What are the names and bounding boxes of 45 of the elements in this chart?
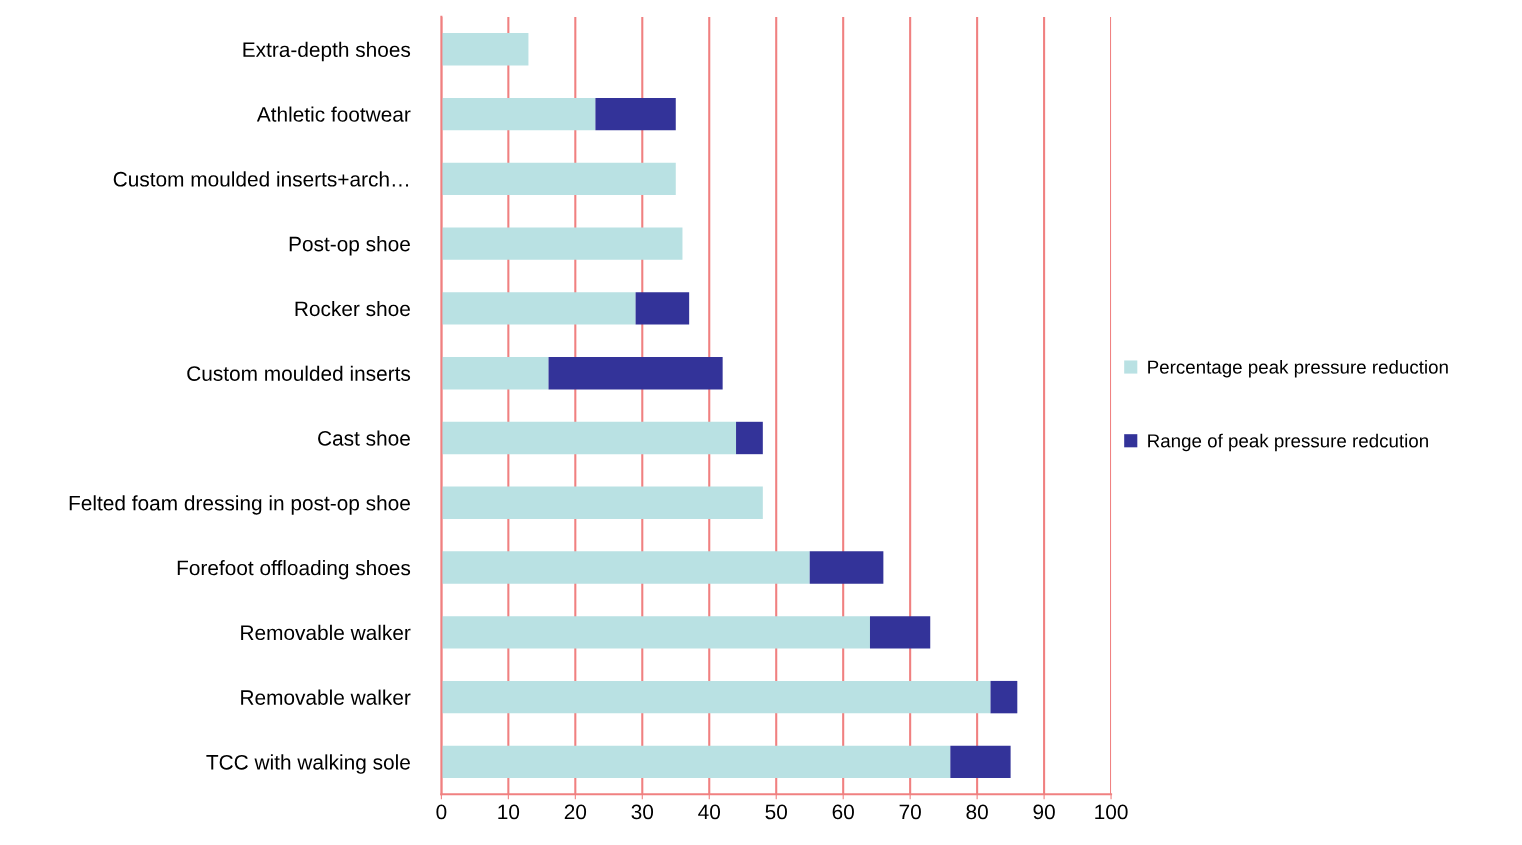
x-tick-label: 70 xyxy=(899,804,921,820)
bar xyxy=(950,745,1011,779)
x-tick-label: 10 xyxy=(498,804,520,820)
x-tick-label: 50 xyxy=(765,804,787,820)
bar xyxy=(441,680,991,714)
y-tick-label: Post-op shoe xyxy=(289,236,410,256)
y-tick-label: Forefoot offloading shoes xyxy=(177,560,411,580)
y-tick-label: Extra-depth shoes xyxy=(243,41,411,62)
x-tick-label: 0 xyxy=(436,804,447,820)
y-tick-label: Custom moulded inserts+arch… xyxy=(113,171,409,187)
x-tick-label: 90 xyxy=(1033,804,1055,820)
bar xyxy=(441,227,683,260)
y-tick-label: Felted foam dressing in post-op shoe xyxy=(69,495,410,515)
bar xyxy=(441,551,810,584)
bar xyxy=(595,97,676,131)
bar xyxy=(441,421,737,455)
bar xyxy=(635,292,690,325)
x-tick-label: 60 xyxy=(832,804,854,820)
y-tick-label: Cast shoe xyxy=(318,430,410,446)
y-tick-label: Rocker shoe xyxy=(295,300,410,317)
y-tick-label: Custom moulded inserts xyxy=(187,365,411,381)
y-tick-label: Removable walker xyxy=(241,689,411,705)
x-tick-label: 80 xyxy=(966,804,988,820)
bar xyxy=(441,162,676,196)
bar xyxy=(441,97,596,131)
bar xyxy=(736,421,763,455)
bar xyxy=(441,292,636,325)
x-tick-label: 30 xyxy=(631,804,654,820)
bar xyxy=(441,486,763,519)
y-tick-label: TCC with walking sole xyxy=(206,754,410,774)
bar xyxy=(441,745,951,779)
y-tick-label: Removable walker xyxy=(241,624,411,641)
legend-label: Percentage peak pressure reduction xyxy=(1148,360,1448,378)
x-tick-label: 20 xyxy=(564,804,587,820)
bar xyxy=(441,33,529,66)
x-tick-label: 100 xyxy=(1095,804,1128,820)
bar xyxy=(441,357,549,390)
bar xyxy=(869,616,931,649)
legend-label: Range of peak pressure redcution xyxy=(1148,433,1428,452)
bar xyxy=(809,551,884,584)
x-tick-label: 40 xyxy=(698,804,721,820)
y-tick-label: Athletic footwear xyxy=(256,106,411,122)
bar xyxy=(548,357,723,390)
bar xyxy=(441,616,870,649)
bar xyxy=(990,680,1018,714)
